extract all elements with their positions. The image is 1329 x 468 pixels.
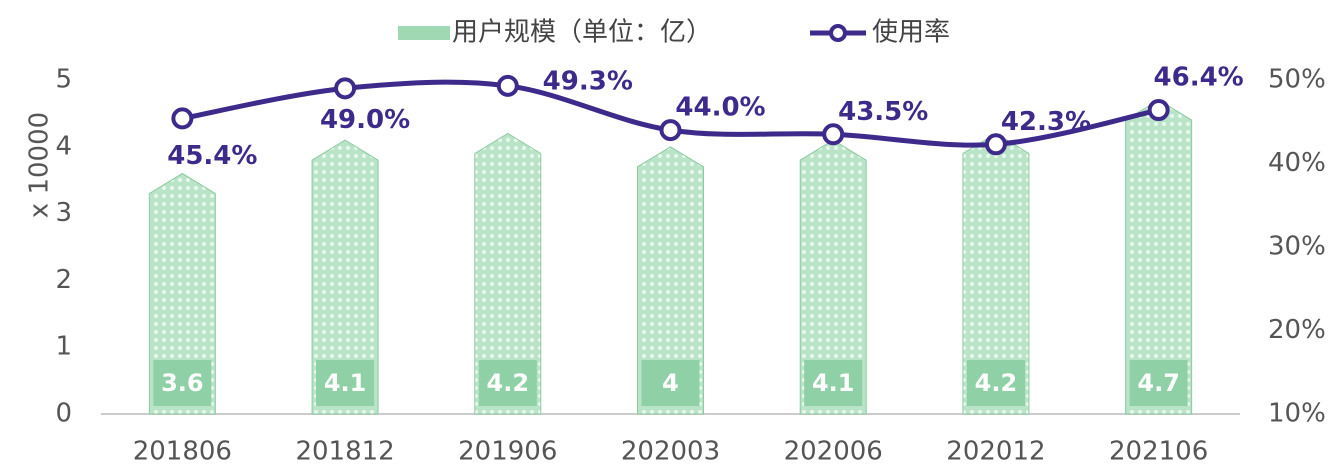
legend-label: 使用率: [872, 18, 950, 48]
bar: [311, 139, 379, 415]
line-marker: [496, 74, 519, 97]
y2-tick-label: 20%: [1268, 315, 1326, 345]
line-label: 44.0%: [675, 93, 765, 123]
y-tick-label: 1: [55, 332, 72, 362]
x-tick-label: 201812: [295, 437, 394, 467]
bar: [1125, 99, 1193, 415]
bar-label-bg: [478, 360, 537, 406]
line-label: 43.5%: [838, 97, 928, 127]
line-label: 49.3%: [543, 66, 633, 96]
line-label: 42.3%: [1001, 107, 1091, 137]
bar: [637, 146, 704, 415]
bar-label: 4.1: [324, 369, 367, 397]
x-tick-label: 202006: [784, 437, 883, 467]
y-tick-label: 0: [55, 399, 72, 429]
line-marker: [659, 119, 682, 142]
bar-label: 4.2: [487, 369, 530, 397]
line-label: 45.4%: [167, 141, 257, 171]
x-tick-label: 202003: [621, 437, 720, 467]
line-marker: [171, 107, 194, 130]
y-tick-label: 3: [55, 198, 72, 228]
x-tick-label: 202106: [1109, 437, 1208, 467]
x-tick-label: 201806: [133, 437, 232, 467]
line-marker: [1147, 99, 1170, 122]
y-tick-label: 5: [55, 65, 72, 95]
bar-label-bg: [153, 360, 212, 406]
y2-tick-label: 10%: [1268, 399, 1326, 429]
bar: [799, 139, 867, 415]
bar-label-bg: [316, 360, 375, 406]
y2-tick-label: 30%: [1268, 232, 1326, 262]
line-label: 49.0%: [320, 105, 410, 135]
line-marker: [822, 123, 845, 146]
bar-label-bg: [1129, 360, 1188, 406]
y-axis-label: x 10000: [25, 112, 55, 218]
y2-tick-label: 50%: [1268, 65, 1326, 95]
legend-marker: [829, 24, 847, 42]
bar-label: 4.2: [975, 369, 1018, 397]
line-label: 46.4%: [1154, 63, 1244, 93]
y-tick-label: 2: [55, 265, 72, 295]
bar: [148, 172, 216, 415]
bar-label: 3.6: [161, 369, 204, 397]
bar-label: 4.7: [1137, 369, 1180, 397]
x-tick-label: 202012: [946, 437, 1045, 467]
bar-label-bg: [804, 360, 863, 406]
bar-label: 4: [662, 369, 679, 397]
legend-swatch: [398, 26, 450, 40]
bar-label: 4.1: [812, 369, 855, 397]
legend-label: 用户规模（单位：亿）: [452, 18, 712, 48]
bar-label-bg: [966, 360, 1025, 406]
x-tick-label: 201906: [458, 437, 557, 467]
bar-label-bg: [641, 360, 700, 406]
y2-tick-label: 40%: [1268, 148, 1326, 178]
y-tick-label: 4: [55, 131, 72, 161]
line-marker: [334, 77, 357, 100]
bar: [474, 132, 542, 415]
line-marker: [984, 133, 1007, 156]
